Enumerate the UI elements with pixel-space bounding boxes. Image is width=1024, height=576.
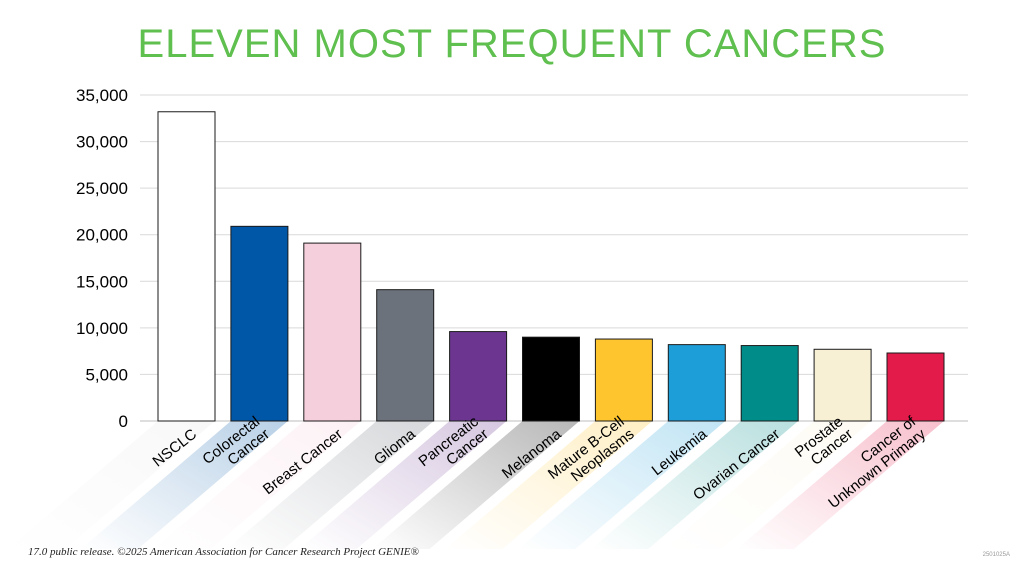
chart-title: ELEVEN MOST FREQUENT CANCERS: [137, 22, 887, 66]
bar: [522, 336, 580, 422]
document-code: 2501025A: [982, 552, 1010, 558]
bar: [594, 338, 653, 422]
y-tick-label: 35,000: [76, 86, 128, 105]
y-tick-label: 15,000: [76, 272, 128, 291]
footnote: 17.0 public release. ©2025 American Asso…: [28, 546, 419, 558]
label-band: [226, 421, 434, 549]
y-tick-label: 10,000: [76, 319, 128, 338]
label-band: [445, 421, 653, 549]
y-tick-label: 0: [119, 412, 128, 431]
label-band: [591, 421, 799, 549]
y-tick-label: 5,000: [85, 365, 128, 384]
label-band: [372, 421, 580, 549]
label-band: [8, 421, 215, 549]
bar: [886, 352, 945, 422]
label-band: [153, 421, 361, 549]
label-band: [737, 421, 944, 549]
bar: [303, 242, 362, 422]
label-band: [518, 421, 726, 549]
label-band: [80, 421, 288, 549]
bar: [449, 331, 508, 422]
bar: [157, 111, 216, 422]
y-tick-label: 20,000: [76, 226, 128, 245]
label-band: [664, 421, 872, 549]
y-tick-label: 25,000: [76, 179, 128, 198]
bar: [230, 225, 289, 422]
label-band: [299, 421, 507, 549]
bar: [740, 345, 799, 422]
bar: [667, 344, 726, 422]
bar: [376, 289, 435, 422]
y-tick-label: 30,000: [76, 133, 128, 152]
bar: [813, 348, 872, 422]
